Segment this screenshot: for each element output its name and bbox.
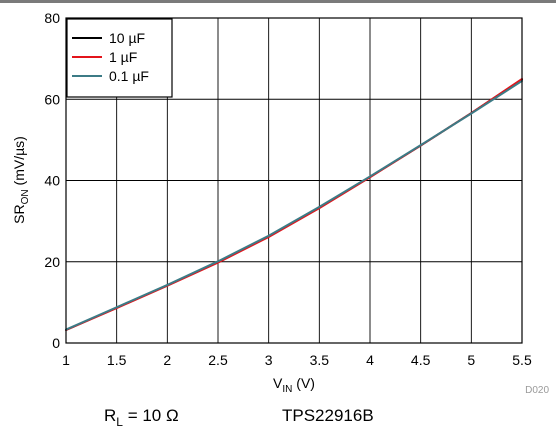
legend-label: 1 µF	[109, 49, 137, 65]
x-tick-label: 5	[467, 352, 475, 368]
y-tick-labels: 0 20 40 60 80	[44, 10, 60, 351]
x-tick-label: 4	[366, 352, 374, 368]
y-tick-label: 80	[44, 10, 60, 26]
x-tick-label: 1	[62, 352, 70, 368]
series-lines	[65, 77, 523, 331]
x-axis-label: VIN (V)	[273, 375, 315, 395]
x-tick-label: 5.5	[512, 352, 532, 368]
x-tick-label: 3.5	[310, 352, 330, 368]
x-tick-labels: 1 1.5 2 2.5 3 3.5 4 4.5 5 5.5	[62, 352, 532, 368]
y-tick-label: 60	[44, 91, 60, 107]
x-tick-label: 1.5	[107, 352, 127, 368]
x-tick-label: 2.5	[208, 352, 228, 368]
x-tick-label: 2	[163, 352, 171, 368]
legend-label: 10 µF	[109, 30, 145, 46]
figure-id: D020	[525, 385, 549, 396]
y-axis-label: SRON (mV/µs)	[11, 136, 31, 224]
load-condition: RL = 10 Ω	[104, 406, 179, 429]
y-tick-label: 0	[52, 335, 60, 351]
legend-label: 0.1 µF	[109, 68, 149, 84]
plot-frame	[65, 17, 523, 344]
x-tick-label: 3	[265, 352, 273, 368]
legend-entries: 10 µF 1 µF 0.1 µF	[72, 30, 149, 84]
y-tick-label: 40	[44, 173, 60, 189]
top-rule	[0, 0, 556, 3]
legend: 10 µF 1 µF 0.1 µF	[66, 18, 173, 98]
x-tick-label: 4.5	[411, 352, 431, 368]
y-tick-label: 20	[44, 254, 60, 270]
device-name: TPS22916B	[282, 406, 374, 425]
series-line	[65, 79, 523, 331]
